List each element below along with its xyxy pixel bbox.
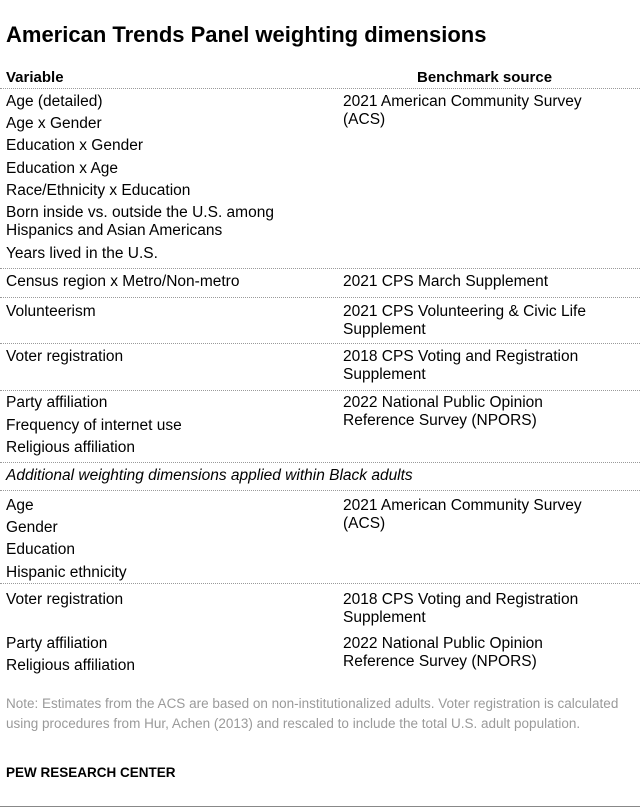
bottom-rule	[0, 806, 640, 807]
header-benchmark-source: Benchmark source	[417, 69, 553, 86]
divider	[0, 88, 640, 89]
divider	[0, 490, 640, 491]
variable-cell: Age	[6, 497, 34, 514]
variable-cell: Voter registration	[6, 591, 124, 608]
source-label: PEW RESEARCH CENTER	[6, 765, 176, 780]
benchmark-source-cell: 2018 CPS Voting and Registration Supplem…	[343, 591, 579, 626]
benchmark-source-cell: 2022 National Public Opinion Reference S…	[343, 635, 543, 670]
variable-cell: Frequency of internet use	[6, 417, 182, 434]
benchmark-source-cell: 2021 American Community Survey (ACS)	[343, 93, 582, 128]
benchmark-source-cell: 2021 CPS Volunteering & Civic Life Suppl…	[343, 303, 586, 338]
variable-cell: Gender	[6, 519, 58, 536]
variable-cell: Census region x Metro/Non-metro	[6, 273, 240, 290]
benchmark-source-cell: 2021 CPS March Supplement	[343, 273, 549, 290]
variable-cell: Age x Gender	[6, 115, 102, 132]
header-variable: Variable	[6, 69, 64, 86]
variable-cell: Education x Age	[6, 160, 119, 177]
variable-cell: Voter registration	[6, 348, 124, 365]
variable-cell: Born inside vs. outside the U.S. among H…	[6, 204, 274, 239]
divider	[0, 343, 640, 344]
benchmark-source-cell: 2018 CPS Voting and Registration Supplem…	[343, 348, 579, 383]
variable-cell: Education	[6, 541, 75, 558]
divider	[0, 462, 640, 463]
page-title: American Trends Panel weighting dimensio…	[6, 22, 487, 47]
variable-cell: Hispanic ethnicity	[6, 564, 127, 581]
divider	[0, 583, 640, 584]
divider	[0, 268, 640, 269]
variable-cell: Party affiliation	[6, 635, 108, 652]
divider	[0, 297, 640, 298]
variable-cell: Religious affiliation	[6, 657, 135, 674]
benchmark-source-cell: 2022 National Public Opinion Reference S…	[343, 394, 543, 429]
benchmark-source-cell: 2021 American Community Survey (ACS)	[343, 497, 582, 532]
variable-cell: Education x Gender	[6, 137, 144, 154]
variable-cell: Years lived in the U.S.	[6, 245, 158, 262]
variable-cell: Party affiliation	[6, 394, 108, 411]
divider	[0, 390, 640, 391]
variable-cell: Volunteerism	[6, 303, 96, 320]
variable-cell: Age (detailed)	[6, 93, 103, 110]
subheading: Additional weighting dimensions applied …	[6, 467, 413, 484]
note: Note: Estimates from the ACS are based o…	[6, 696, 619, 731]
variable-cell: Race/Ethnicity x Education	[6, 182, 191, 199]
variable-cell: Religious affiliation	[6, 439, 135, 456]
